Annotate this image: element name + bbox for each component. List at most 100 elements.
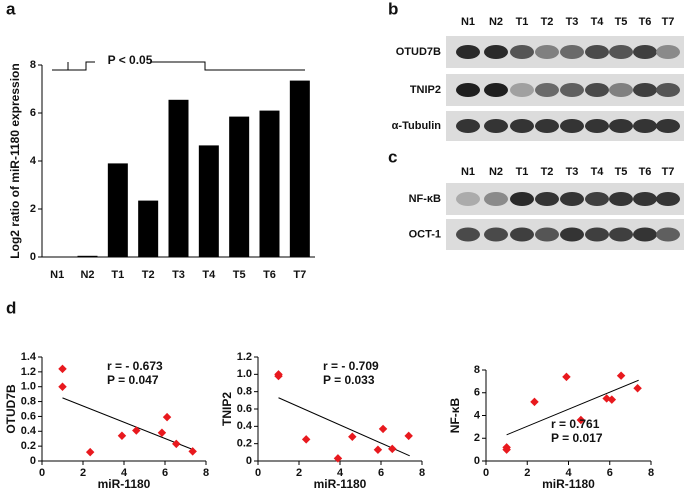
point [576, 415, 586, 425]
x-tick-label: N2 [80, 269, 94, 281]
x-tick-label: 6 [378, 467, 384, 479]
lane-label: T1 [516, 166, 529, 178]
point [530, 397, 539, 407]
blot-band [656, 119, 680, 133]
blot-band [609, 45, 633, 59]
blot-band [456, 83, 480, 97]
lane-label: T1 [516, 16, 529, 28]
lane-label: N2 [489, 16, 503, 28]
blot-band [510, 83, 534, 97]
x-tick-label: T7 [293, 269, 306, 281]
y-tick-label: 1.0 [21, 381, 36, 393]
x-tick-label: 0 [39, 467, 45, 479]
significance-bracket [52, 61, 305, 71]
x-tick-label: N1 [50, 269, 64, 281]
y-tick-label: 6 [474, 387, 480, 399]
point [562, 372, 571, 382]
x-tick-label: 4 [121, 467, 128, 479]
protein-label: TNIP2 [410, 84, 441, 96]
blot-band [609, 192, 633, 206]
blot-band [484, 192, 508, 206]
x-tick-label: 8 [203, 467, 209, 479]
y-tick-label: 0.6 [237, 403, 252, 415]
y-axis-label: Log2 ratio of miR-1180 expression [8, 63, 22, 258]
x-tick-label: 2 [296, 467, 302, 479]
point [633, 383, 642, 393]
point [172, 439, 181, 449]
bar [107, 163, 128, 257]
point [348, 432, 357, 441]
x-axis-label: miR-1180 [314, 477, 367, 489]
y-tick-label: 0 [246, 455, 252, 467]
panel-label: a [6, 0, 16, 18]
annotation: P = 0.017 [551, 431, 603, 445]
x-tick-label: T3 [172, 269, 185, 281]
x-tick-label: 8 [648, 467, 654, 479]
bar [289, 80, 310, 257]
annotation: r = - 0.673 [107, 359, 163, 373]
blot-band [510, 192, 534, 206]
panel-label: b [388, 0, 398, 18]
point [388, 444, 397, 454]
point [117, 431, 127, 440]
bar [229, 116, 250, 257]
blot-band [560, 45, 584, 59]
blot-band [585, 119, 609, 133]
protein-label: α-Tubulin [392, 120, 442, 132]
y-tick-label: 0 [30, 251, 36, 263]
blot-band [585, 192, 609, 206]
y-tick-label: 0.2 [21, 440, 36, 452]
blot-band [609, 227, 633, 242]
y-tick-label: 1.4 [21, 351, 37, 363]
y-tick-label: 1.2 [237, 351, 252, 363]
protein-label: NF-κB [409, 193, 441, 205]
bar [138, 200, 159, 257]
y-tick-label: 0.8 [237, 386, 252, 398]
blot-band [456, 192, 480, 206]
y-tick-label: 6 [30, 107, 36, 119]
point [404, 431, 413, 441]
annotation: P < 0.05 [108, 53, 153, 67]
blot-band [585, 45, 609, 59]
blot-band [456, 227, 480, 242]
lane-label: T3 [566, 166, 579, 178]
blot-band [609, 119, 633, 133]
x-tick-label: T2 [142, 269, 155, 281]
point [162, 412, 172, 422]
blot-band [484, 83, 508, 97]
y-axis-label: TNIP2 [220, 392, 234, 426]
lane-label: T5 [615, 16, 628, 28]
lane-label: T3 [566, 16, 579, 28]
y-tick-label: 0 [474, 455, 480, 467]
blot-band [456, 119, 480, 133]
x-tick-label: 6 [162, 467, 168, 479]
trendline [62, 397, 194, 451]
blot-band [633, 45, 657, 59]
lane-label: T6 [639, 16, 652, 28]
blot-band [560, 83, 584, 97]
point [373, 445, 383, 454]
point [58, 364, 67, 374]
y-tick-label: 0.8 [21, 395, 36, 407]
x-tick-label: 8 [419, 467, 425, 479]
y-tick-label: 1.0 [237, 368, 252, 380]
lane-label: T2 [541, 16, 554, 28]
blot-band [535, 192, 559, 206]
bar [259, 110, 280, 257]
x-tick-label: T5 [233, 269, 246, 281]
blot-band [633, 192, 657, 206]
y-tick-label: 2 [30, 203, 36, 215]
point [333, 454, 343, 463]
x-tick-label: 0 [255, 467, 261, 479]
point [301, 435, 311, 444]
point [616, 371, 626, 380]
y-tick-label: 0.4 [21, 425, 37, 437]
blot-band [535, 119, 559, 133]
x-tick-label: 0 [483, 467, 489, 479]
y-axis-label: OTUD7B [4, 384, 18, 434]
bar [168, 99, 189, 257]
x-tick-label: 2 [80, 467, 86, 479]
blot-band [633, 227, 657, 242]
blot-band [585, 83, 609, 97]
point [607, 395, 617, 404]
